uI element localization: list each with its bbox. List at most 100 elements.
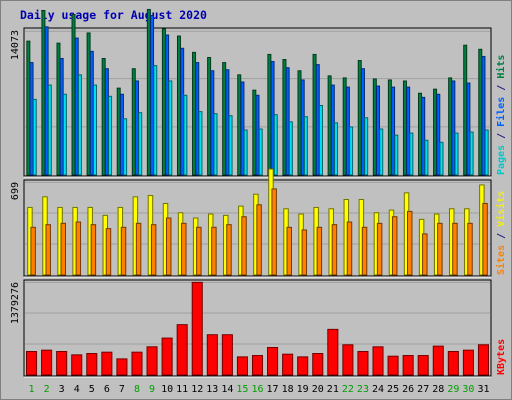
bottom-kbytes-bar-day-7 [116,358,128,376]
bottom-kbytes-bar-day-22 [342,344,354,376]
bottom-kbytes-bar-day-19 [297,356,309,376]
x-tick-label-day-22: 22 [342,384,354,395]
top-pages-bar-day-20 [318,105,323,176]
top-hits-bar-day-15 [237,74,242,176]
top-hits-bar-day-1 [26,40,31,176]
bottom-kbytes-bar-day-26 [402,355,414,376]
top-files-bar-day-5 [89,50,94,176]
x-tick-label-day-12: 12 [191,384,203,395]
middle-panel: 699 Sites / Visits [10,168,507,278]
top-hits-bar-day-17 [267,53,272,176]
x-tick-label-day-27: 27 [417,384,429,395]
bottom-panel: 1379276 KBytes [10,279,507,378]
top-files-bar-day-31 [481,55,486,176]
top-files-bar-day-16 [255,94,260,176]
bottom-y-label-part-0: KBytes [496,339,507,375]
top-pages-bar-day-25 [394,134,399,176]
bottom-kbytes-bar-day-13 [206,334,218,376]
top-hits-bar-day-18 [282,59,287,176]
top-pages-bar-day-28 [439,141,444,176]
x-tick-label-day-18: 18 [282,384,294,395]
bottom-kbytes-bar-day-25 [387,355,399,376]
x-tick-label-day-25: 25 [387,384,399,395]
middle-sites-bar-day-20 [316,226,323,276]
x-tick-label-day-16: 16 [251,384,263,395]
top-pages-bar-day-29 [454,132,459,176]
middle-sites-bar-day-1 [30,226,36,276]
bottom-kbytes-bar-day-16 [251,355,264,376]
top-files-bar-day-26 [406,86,411,176]
middle-sites-bar-day-13 [211,226,217,276]
top-hits-bar-day-9 [146,8,151,176]
x-tick-label-day-5: 5 [89,384,95,395]
top-y-label-part-0: Pages [496,145,507,175]
top-y-label-part-2: Files [495,97,507,127]
top-hits-bar-day-10 [161,28,166,176]
top-hits-bar-day-2 [41,9,46,176]
x-tick-label-day-4: 4 [74,384,80,395]
top-y-axis-label: Pages / Files / Hits [495,55,507,175]
top-pages-bar-day-10 [168,80,173,176]
bottom-kbytes-bar-day-24 [372,346,384,376]
bottom-kbytes-bar-day-9 [146,346,158,376]
x-tick-label-day-19: 19 [297,384,309,395]
x-tick-label-day-31: 31 [477,384,489,395]
middle-sites-bar-day-23 [361,226,368,276]
top-files-bar-day-2 [44,26,49,176]
x-tick-label-day-1: 1 [29,384,35,395]
top-pages-bar-day-8 [138,112,143,176]
x-tick-label-day-24: 24 [372,384,384,395]
top-panel: 14073 Pages / Files / Hits [10,8,507,178]
top-pages-bar-day-6 [108,95,113,176]
top-hits-bar-day-21 [327,75,332,176]
top-pages-bar-day-18 [288,121,293,176]
bottom-kbytes-bar-day-28 [432,345,444,376]
top-pages-bar-day-19 [303,116,308,176]
middle-sites-bar-day-16 [256,204,262,276]
bottom-kbytes-bar-day-15 [236,356,248,376]
top-y-label-part-1: / [496,127,507,145]
x-tick-label-day-13: 13 [206,384,218,395]
top-files-bar-day-17 [270,61,275,176]
chart-title: Daily usage for August 2020 [20,8,207,22]
bottom-kbytes-bar-day-10 [161,337,173,376]
top-scale-label: 14073 [10,30,21,60]
bottom-y-axis-label: KBytes [496,339,507,375]
x-tick-label-day-10: 10 [161,384,173,395]
x-axis-labels: 1 2 3 4 5 6 7 8 9 10 11 12 13 14 15 16 17 18 19 20 21 22 23 24 2… [29,384,490,395]
middle-sites-bar-day-17 [271,188,277,276]
bottom-kbytes-bar-day-3 [56,351,68,376]
bottom-kbytes-bar-day-2 [41,349,53,376]
top-files-bar-day-15 [240,81,245,176]
top-files-bar-day-8 [134,80,139,176]
x-tick-label-day-7: 7 [119,384,125,395]
top-pages-bar-day-23 [364,117,369,176]
top-pages-bar-day-7 [123,118,128,176]
middle-sites-bar-day-19 [301,229,308,276]
chart-panels: 14073 Pages / Files / Hits 699 Sites / Visi… [10,8,507,378]
x-tick-label-day-21: 21 [327,384,339,395]
top-files-bar-day-29 [451,80,456,176]
top-pages-bar-day-30 [469,131,474,176]
middle-y-label-part-1: / [496,227,507,245]
top-files-bar-day-28 [436,93,441,176]
top-files-bar-day-20 [315,64,320,176]
middle-sites-bar-day-2 [45,224,51,276]
top-y-label-part-4: Hits [495,55,507,79]
x-tick-label-day-30: 30 [462,384,474,395]
bottom-kbytes-bar-day-18 [282,353,294,376]
top-files-bar-day-1 [29,62,34,176]
middle-y-label-part-2: Visits [495,191,507,227]
top-hits-bar-day-4 [71,14,76,176]
top-hits-bar-day-28 [433,88,438,176]
top-files-bar-day-24 [376,85,381,176]
middle-sites-bar-day-30 [467,222,473,276]
top-hits-bar-day-22 [342,77,347,176]
top-pages-bar-day-13 [213,113,218,176]
top-files-bar-day-9 [150,15,155,176]
top-hits-bar-day-11 [176,35,181,176]
top-y-label-part-3: / [496,79,507,97]
top-pages-bar-day-2 [47,84,52,176]
top-pages-bar-day-15 [243,129,248,176]
bottom-kbytes-bar-day-31 [477,344,490,376]
